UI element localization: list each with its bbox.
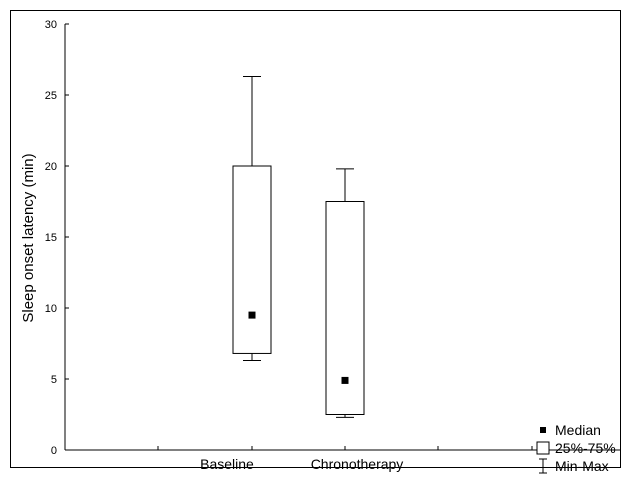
boxes <box>232 76 365 418</box>
y-tick-label: 25 <box>45 90 57 102</box>
y-tick-label: 10 <box>45 303 57 315</box>
chart-frame <box>10 10 621 468</box>
median-marker <box>341 376 349 384</box>
legend: Median 25%-75% Min-Max <box>536 422 616 474</box>
y-tick-label: 5 <box>51 374 57 386</box>
legend-label: Median <box>555 422 601 438</box>
y-tick-label: 15 <box>45 232 57 244</box>
box-chronotherapy <box>325 168 365 418</box>
iqr-box <box>232 165 272 354</box>
y-tick-label: 0 <box>51 445 57 457</box>
y-ticks: 0 5 10 15 20 25 30 <box>45 19 69 457</box>
y-tick-label: 20 <box>45 161 57 173</box>
x-category-label: Chronotherapy <box>311 456 404 472</box>
legend-median-icon <box>540 427 546 433</box>
legend-label: 25%-75% <box>555 440 616 456</box>
y-tick-label: 30 <box>45 19 57 31</box>
x-categories: Baseline Chronotherapy <box>157 446 533 472</box>
x-category-label: Baseline <box>200 456 254 472</box>
legend-label: Min-Max <box>555 458 609 474</box>
y-axis-label: Sleep onset latency (min) <box>20 153 37 322</box>
legend-box-icon <box>536 441 550 455</box>
median-marker <box>248 311 256 319</box>
box-baseline <box>232 76 272 362</box>
